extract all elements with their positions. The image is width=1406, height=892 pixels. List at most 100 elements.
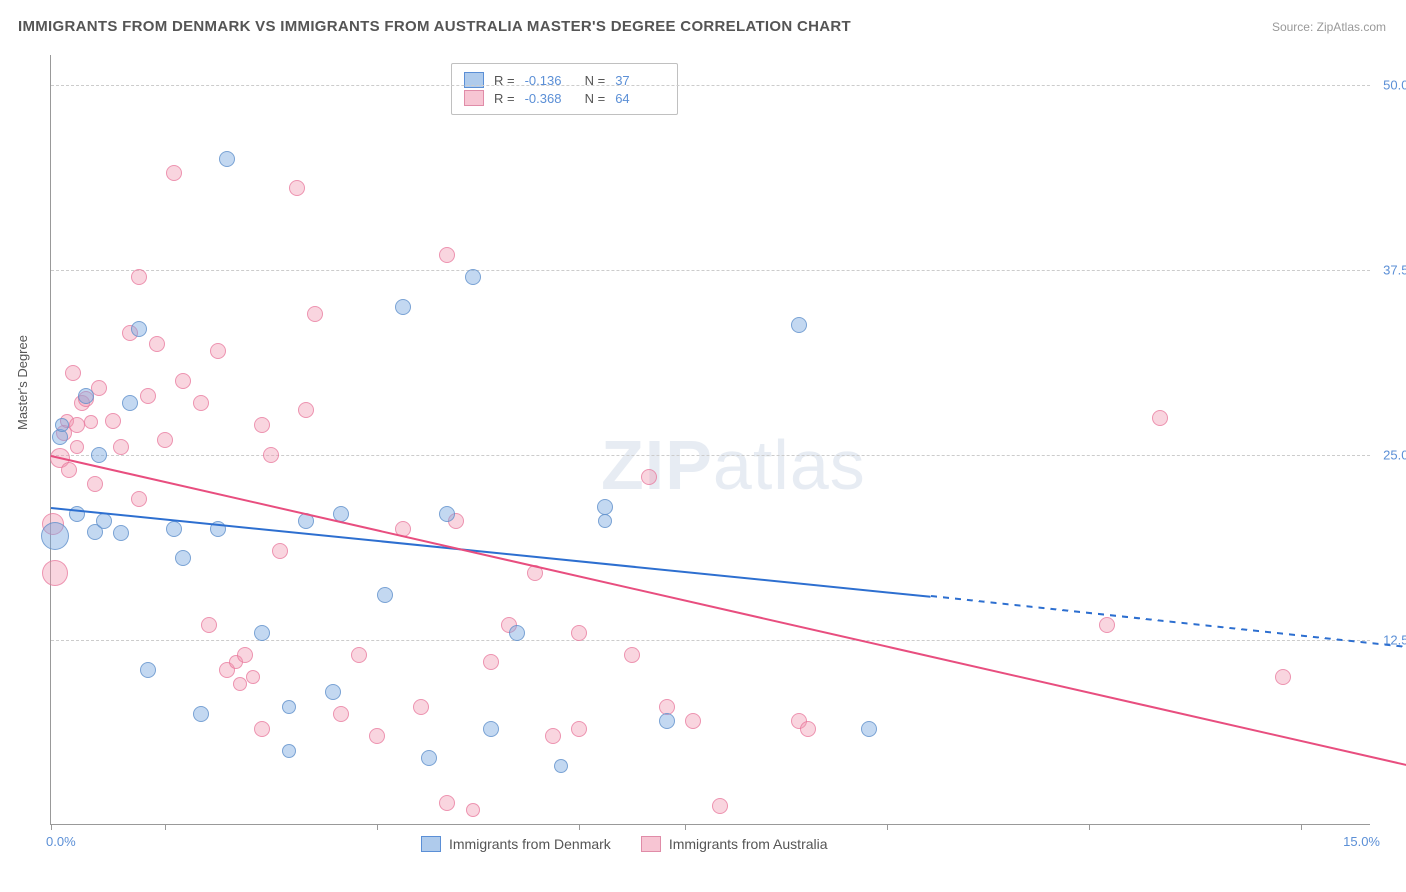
data-point-australia <box>233 677 247 691</box>
data-point-denmark <box>193 706 209 722</box>
data-point-denmark <box>282 700 296 714</box>
data-point-australia <box>439 795 455 811</box>
data-point-denmark <box>483 721 499 737</box>
data-point-australia <box>685 713 701 729</box>
data-point-australia <box>1099 617 1115 633</box>
data-point-australia <box>193 395 209 411</box>
x-tick <box>685 824 686 830</box>
trend-line-australia <box>51 455 1406 768</box>
data-point-denmark <box>91 447 107 463</box>
legend-swatch <box>641 836 661 852</box>
legend-label: Immigrants from Denmark <box>449 836 611 852</box>
watermark: ZIPatlas <box>601 425 866 505</box>
n-value: 64 <box>615 91 665 106</box>
x-tick <box>51 824 52 830</box>
data-point-australia <box>246 670 260 684</box>
data-point-australia <box>140 388 156 404</box>
data-point-denmark <box>421 750 437 766</box>
gridline <box>51 640 1370 641</box>
x-axis-min-label: 0.0% <box>46 834 76 849</box>
data-point-australia <box>659 699 675 715</box>
data-point-denmark <box>659 713 675 729</box>
data-point-denmark <box>55 418 69 432</box>
data-point-australia <box>1152 410 1168 426</box>
y-tick-label: 25.0% <box>1375 447 1406 462</box>
data-point-denmark <box>597 499 613 515</box>
data-point-australia <box>70 440 84 454</box>
data-point-denmark <box>439 506 455 522</box>
data-point-denmark <box>122 395 138 411</box>
data-point-denmark <box>219 151 235 167</box>
data-point-denmark <box>377 587 393 603</box>
data-point-australia <box>113 439 129 455</box>
data-point-denmark <box>325 684 341 700</box>
data-point-australia <box>254 417 270 433</box>
chart-title: IMMIGRANTS FROM DENMARK VS IMMIGRANTS FR… <box>18 18 851 35</box>
r-value: -0.368 <box>525 91 575 106</box>
data-point-australia <box>201 617 217 633</box>
data-point-australia <box>571 625 587 641</box>
data-point-australia <box>369 728 385 744</box>
y-tick-label: 50.0% <box>1375 77 1406 92</box>
data-point-australia <box>624 647 640 663</box>
data-point-australia <box>483 654 499 670</box>
gridline <box>51 455 1370 456</box>
data-point-denmark <box>96 513 112 529</box>
data-point-denmark <box>41 522 69 550</box>
data-point-australia <box>307 306 323 322</box>
data-point-australia <box>298 402 314 418</box>
data-point-australia <box>1275 669 1291 685</box>
legend-row-australia: R = -0.368 N = 64 <box>464 90 665 106</box>
data-point-australia <box>149 336 165 352</box>
y-axis-label: Master's Degree <box>15 335 30 430</box>
data-point-denmark <box>78 388 94 404</box>
legend-label: Immigrants from Australia <box>669 836 828 852</box>
data-point-australia <box>210 343 226 359</box>
data-point-australia <box>413 699 429 715</box>
x-tick <box>887 824 888 830</box>
x-tick <box>579 824 580 830</box>
legend-swatch <box>421 836 441 852</box>
data-point-denmark <box>598 514 612 528</box>
y-tick-label: 37.5% <box>1375 262 1406 277</box>
n-label: N = <box>585 91 606 106</box>
data-point-australia <box>263 447 279 463</box>
data-point-denmark <box>113 525 129 541</box>
data-point-australia <box>42 560 68 586</box>
data-point-australia <box>289 180 305 196</box>
data-point-denmark <box>166 521 182 537</box>
data-point-australia <box>439 247 455 263</box>
source-attribution: Source: ZipAtlas.com <box>1272 20 1386 34</box>
gridline <box>51 85 1370 86</box>
data-point-australia <box>157 432 173 448</box>
data-point-denmark <box>140 662 156 678</box>
data-point-australia <box>84 415 98 429</box>
data-point-australia <box>641 469 657 485</box>
data-point-denmark <box>131 321 147 337</box>
data-point-australia <box>571 721 587 737</box>
data-point-australia <box>333 706 349 722</box>
data-point-australia <box>105 413 121 429</box>
scatter-plot: ZIPatlas R = -0.136N = 37R = -0.368N = 6… <box>50 55 1370 825</box>
r-label: R = <box>494 91 515 106</box>
data-point-australia <box>237 647 253 663</box>
data-point-australia <box>65 365 81 381</box>
data-point-australia <box>131 269 147 285</box>
x-tick <box>377 824 378 830</box>
data-point-australia <box>712 798 728 814</box>
x-tick <box>165 824 166 830</box>
data-point-australia <box>166 165 182 181</box>
data-point-denmark <box>554 759 568 773</box>
x-tick <box>1301 824 1302 830</box>
trend-line-denmark-extrapolated <box>931 595 1406 649</box>
data-point-australia <box>131 491 147 507</box>
data-point-denmark <box>175 550 191 566</box>
series-legend: Immigrants from Denmark Immigrants from A… <box>421 836 828 852</box>
data-point-australia <box>254 721 270 737</box>
data-point-australia <box>466 803 480 817</box>
data-point-denmark <box>395 299 411 315</box>
data-point-australia <box>351 647 367 663</box>
data-point-australia <box>545 728 561 744</box>
legend-item: Immigrants from Denmark <box>421 836 611 852</box>
data-point-denmark <box>509 625 525 641</box>
